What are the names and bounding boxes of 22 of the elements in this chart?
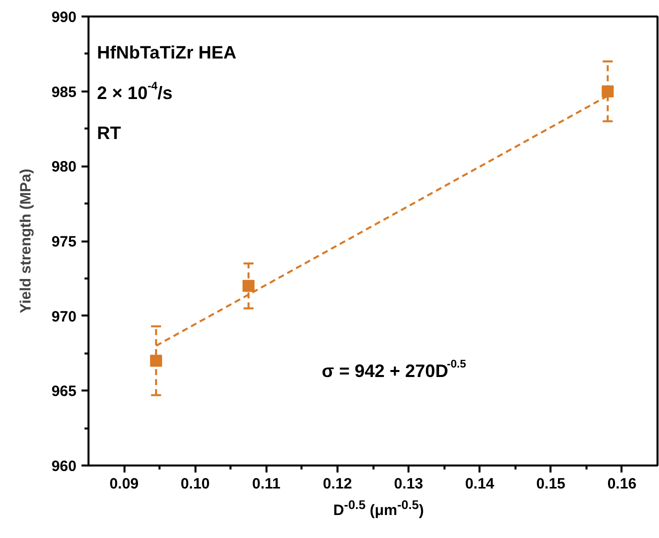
x-tick-label: 0.15 bbox=[536, 476, 566, 492]
x-tick-label: 0.14 bbox=[465, 476, 495, 492]
y-axis-title: Yield strength (MPa) bbox=[17, 168, 34, 314]
y-tick-label: 975 bbox=[51, 234, 77, 250]
x-tick-label: 0.13 bbox=[394, 476, 424, 492]
x-tick-label: 0.11 bbox=[252, 476, 281, 492]
x-tick-label: 0.09 bbox=[109, 476, 139, 492]
x-axis-title: D$^{-0.5}$ (μm$^{-0.5}$) bbox=[333, 497, 424, 521]
y-tick-label: 990 bbox=[51, 9, 77, 26]
y-tick-label: 970 bbox=[51, 308, 77, 326]
x-tick-label: 0.16 bbox=[607, 476, 637, 492]
point bbox=[602, 85, 614, 98]
point bbox=[242, 280, 255, 292]
y-tick-label: 985 bbox=[51, 84, 77, 101]
x-tick-label: 0.10 bbox=[180, 476, 210, 492]
x-tick-label: 0.12 bbox=[322, 476, 352, 492]
point bbox=[150, 354, 162, 367]
annotation: HfNbTaTiZr HEA bbox=[97, 42, 236, 62]
y-tick-label: 980 bbox=[51, 158, 77, 176]
y-tick-label: 960 bbox=[51, 458, 77, 475]
y-tick-label: 965 bbox=[51, 383, 77, 400]
annotation: RT bbox=[97, 123, 122, 144]
